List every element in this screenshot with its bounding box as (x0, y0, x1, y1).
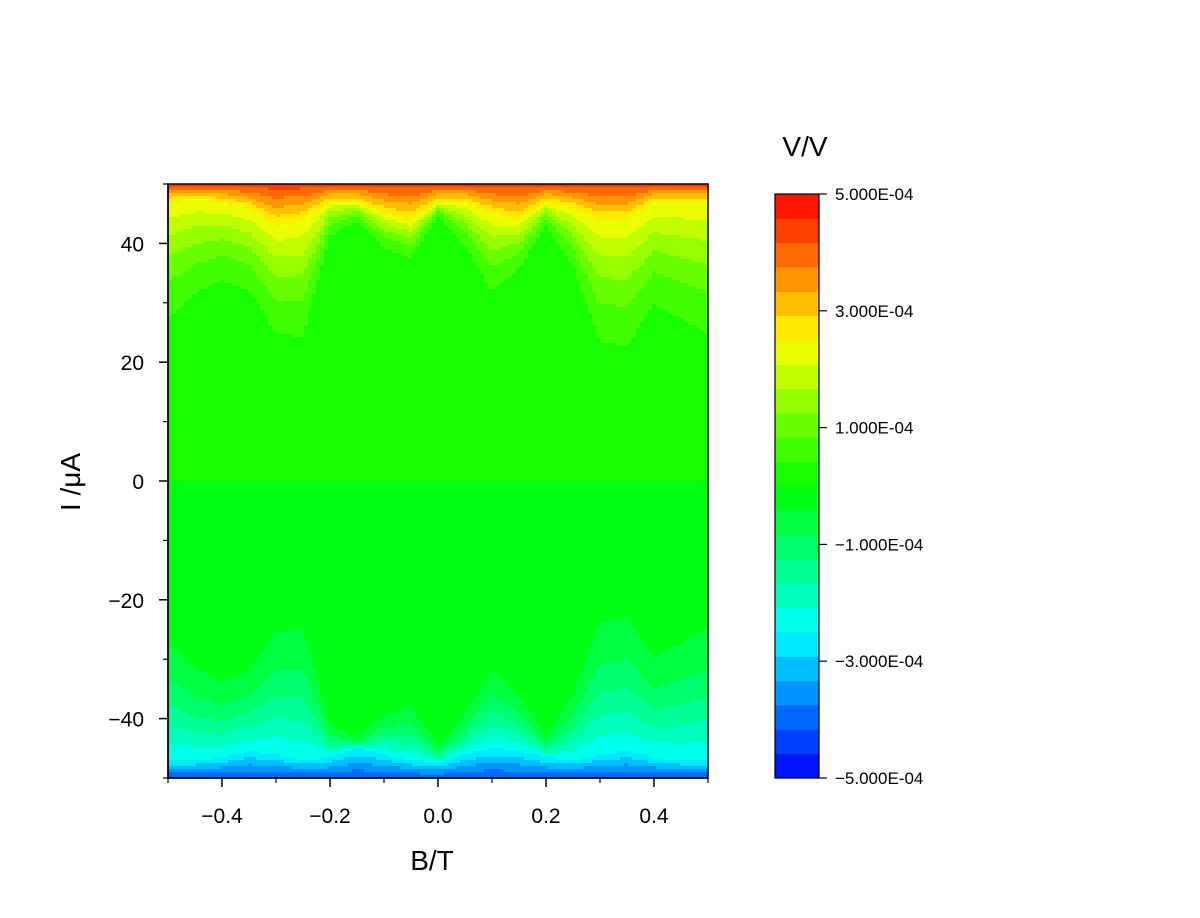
contour-fill-layer (168, 184, 709, 779)
